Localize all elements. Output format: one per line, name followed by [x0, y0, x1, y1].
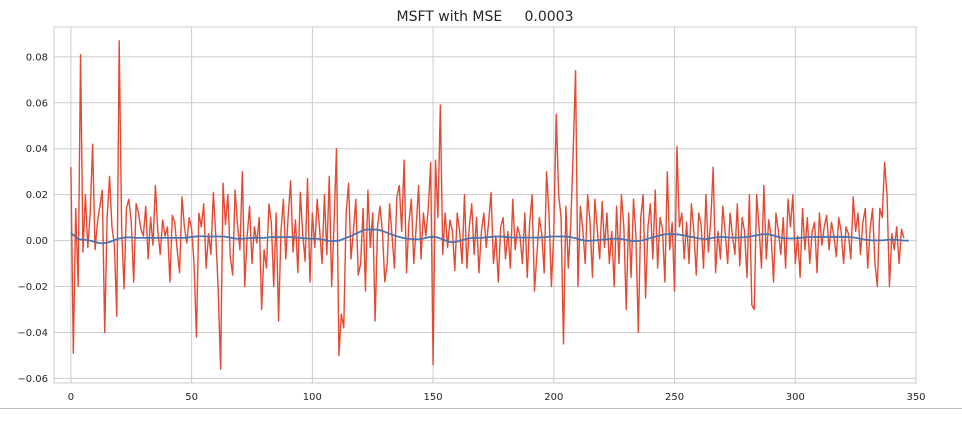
chart-title: MSFT with MSE 0.0003 — [397, 9, 574, 25]
y-tick-label: 0.08 — [26, 52, 48, 63]
x-tick-label: 0 — [68, 392, 74, 403]
grid — [54, 27, 917, 383]
x-tick-label: 50 — [185, 392, 198, 403]
y-axis-ticks: −0.06 −0.04 −0.02 0.00 0.02 0.04 0.06 0.08 — [17, 52, 48, 385]
y-tick-label: 0.02 — [26, 190, 48, 201]
y-tick-label: −0.02 — [17, 282, 48, 293]
y-tick-label: 0.06 — [26, 98, 48, 109]
x-axis-ticks: 0 50 100 150 200 250 300 350 — [68, 392, 926, 403]
x-tick-label: 100 — [303, 392, 322, 403]
y-tick-label: 0.00 — [26, 236, 48, 247]
x-tick-label: 300 — [786, 392, 805, 403]
bottom-rule — [0, 408, 962, 409]
series-line-1 — [70, 40, 905, 370]
x-tick-label: 250 — [665, 392, 684, 403]
y-tick-label: 0.04 — [26, 144, 48, 155]
y-tick-label: −0.06 — [17, 374, 48, 385]
x-tick-label: 350 — [906, 392, 925, 403]
series-layer — [70, 40, 909, 370]
x-tick-label: 200 — [544, 392, 563, 403]
series-line-2 — [70, 228, 909, 245]
x-tick-label: 150 — [424, 392, 443, 403]
y-tick-label: −0.04 — [17, 328, 48, 339]
plot-frame — [53, 26, 917, 384]
